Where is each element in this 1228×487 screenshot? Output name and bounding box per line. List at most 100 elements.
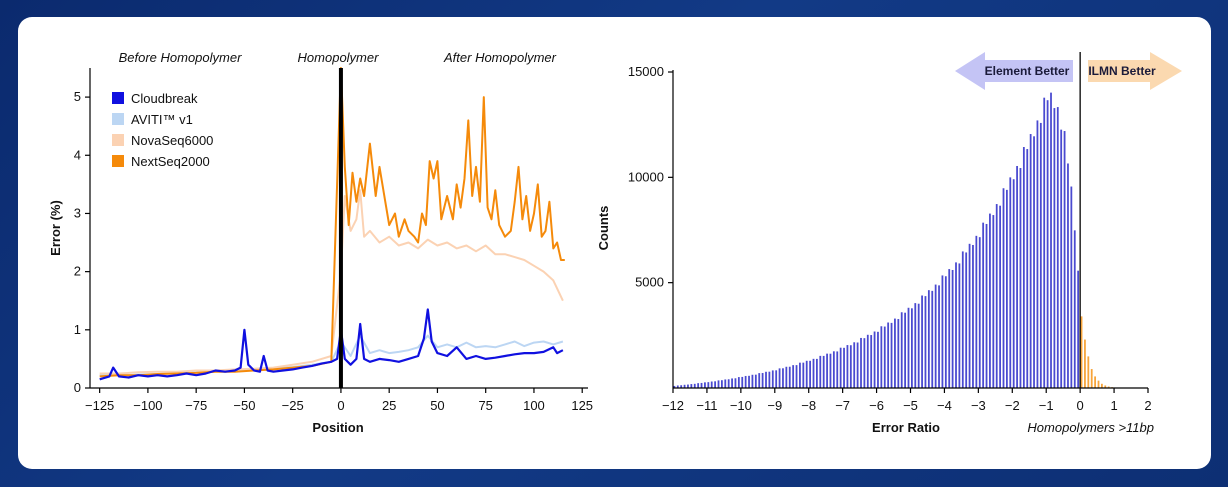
histogram-bar-negative: [992, 215, 995, 388]
histogram-bar-negative: [897, 319, 900, 388]
histogram-bar-negative: [710, 381, 713, 388]
histogram-bar-negative: [748, 375, 750, 388]
histogram-bar-negative: [1046, 100, 1049, 388]
histogram-bar-negative: [900, 312, 903, 388]
homopolymers-annotation: Homopolymers >11bp: [1027, 420, 1154, 435]
histogram-bar-negative: [849, 345, 852, 388]
histogram-bar-negative: [805, 360, 808, 388]
histogram-bar-negative: [1009, 177, 1012, 388]
histogram-bar-negative: [1070, 186, 1073, 388]
histogram-bar-negative: [1056, 107, 1059, 388]
histogram-bar-negative: [999, 205, 1001, 388]
histogram-bar-negative: [683, 384, 686, 388]
left-y-tick-label: 1: [74, 322, 81, 337]
histogram-bar-negative: [921, 295, 923, 388]
histogram-bar-negative: [839, 347, 842, 388]
histogram-bar-negative: [1022, 147, 1025, 388]
histogram-bar-negative: [1043, 97, 1046, 389]
histogram-bar-negative: [982, 222, 985, 388]
right-x-axis-label: Error Ratio: [872, 420, 940, 435]
right-x-tick-label: −8: [801, 398, 816, 413]
histogram-bar-negative: [676, 385, 679, 388]
ilmn-better-label: ILMN Better: [1088, 64, 1156, 78]
histogram-bar-negative: [917, 303, 920, 388]
histogram-bar-negative: [1012, 179, 1015, 388]
legend-swatch-aviti: [112, 113, 124, 125]
left-series-group: [99, 67, 565, 381]
legend-label-nextseq: NextSeq2000: [131, 154, 210, 169]
histogram-bar-negative: [938, 285, 940, 388]
left-y-axis-label: Error (%): [48, 200, 63, 256]
series-line-novaseq6000: [99, 189, 564, 375]
histogram-bar-negative: [737, 377, 740, 388]
histogram-bar-positive: [1090, 369, 1093, 388]
left-chart: Before Homopolymer Homopolymer After Hom…: [48, 50, 593, 435]
histogram-bar-negative: [911, 308, 913, 388]
histogram-bar-negative: [846, 345, 849, 388]
histogram-bar-negative: [714, 381, 716, 388]
histogram-bar-negative: [765, 371, 767, 388]
histogram-bar-negative: [799, 362, 801, 388]
histogram-bar-negative: [826, 353, 828, 388]
histogram-bar-negative: [680, 385, 683, 388]
ilmn-better-arrow-shape: [1088, 52, 1182, 90]
region-homopolymer-label: Homopolymer: [298, 50, 380, 65]
histogram-bar-negative: [877, 331, 879, 388]
histogram-bar-negative: [944, 276, 947, 388]
left-x-tick-label: −50: [233, 398, 255, 413]
figure-card: [18, 17, 1211, 469]
histogram-bar-negative: [785, 366, 788, 388]
histogram-bar-negative: [768, 371, 771, 388]
histogram-bar-negative: [717, 380, 720, 388]
histogram-bar-negative: [1050, 92, 1052, 388]
legend-swatch-novaseq: [112, 134, 124, 146]
histogram-bar-negative: [1019, 168, 1022, 388]
histogram-bar-negative: [931, 290, 934, 388]
histogram-bar-negative: [761, 372, 764, 388]
histogram-bar-positive: [1087, 356, 1090, 388]
histogram-bar-negative: [721, 380, 723, 388]
histogram-bar-negative: [907, 307, 910, 388]
histogram-bar-negative: [707, 382, 710, 388]
left-x-tick-label: 50: [430, 398, 444, 413]
left-x-tick-label: 125: [571, 398, 593, 413]
histogram-bar-negative: [941, 275, 944, 388]
left-x-tick-label: 100: [523, 398, 545, 413]
histogram-bar-negative: [771, 370, 774, 388]
histogram-bar-negative: [687, 384, 689, 388]
histogram-bar-negative: [792, 365, 795, 388]
histogram-bar-negative: [775, 370, 778, 388]
right-x-tick-label: 1: [1110, 398, 1117, 413]
histogram-bar-negative: [690, 384, 693, 388]
histogram-bar-negative: [924, 296, 927, 388]
histogram-bar-positive: [1080, 316, 1083, 388]
histogram-bar-negative: [782, 368, 784, 388]
histogram-bar-negative: [853, 342, 856, 388]
histogram-bar-negative: [843, 347, 845, 388]
right-y-axis-label: Counts: [596, 206, 611, 251]
histogram-bar-negative: [802, 362, 805, 388]
histogram-bar-negative: [704, 382, 706, 388]
right-x-tick-label: −3: [971, 398, 986, 413]
right-y-tick-label: 5000: [635, 275, 664, 290]
left-x-tick-label: −25: [282, 398, 304, 413]
histogram-bar-negative: [968, 243, 971, 388]
histogram-bar-negative: [904, 312, 906, 388]
histogram-bar-negative: [1002, 188, 1005, 388]
histogram-bar-negative: [829, 353, 832, 388]
right-x-tick-label: −2: [1005, 398, 1020, 413]
histogram-bar-negative: [961, 251, 964, 388]
histogram-bar-negative: [1063, 131, 1066, 388]
histogram-bar-negative: [863, 338, 866, 388]
left-y-tick-label: 2: [74, 264, 81, 279]
histogram-bar-negative: [1073, 230, 1076, 388]
histogram-bar-negative: [975, 235, 978, 388]
right-x-tick-label: −1: [1039, 398, 1054, 413]
histogram-bar-negative: [978, 237, 981, 388]
histogram-bar-positive: [1104, 385, 1107, 388]
histogram-bar-negative: [985, 223, 988, 388]
left-axes: 0 1 2 3 4 5 −125 −100 −75 −50 −25 0 25 50 75 100 125: [74, 68, 593, 413]
histogram-bar-negative: [870, 335, 873, 388]
legend-swatch-nextseq: [112, 155, 124, 167]
